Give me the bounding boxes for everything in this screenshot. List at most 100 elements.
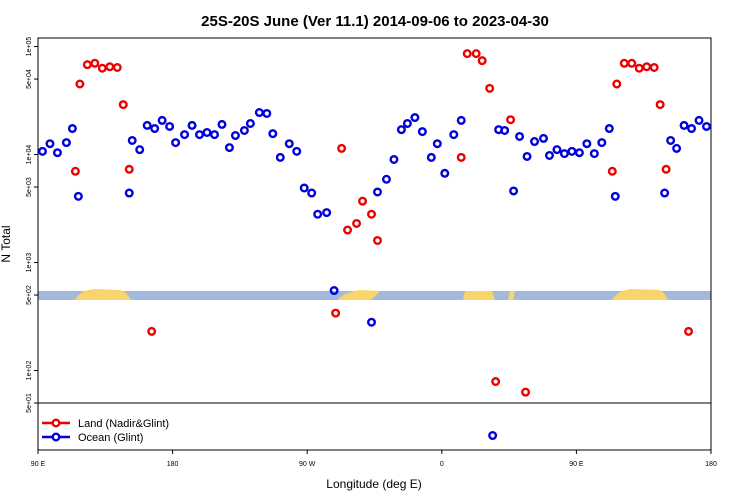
data-point — [389, 154, 399, 164]
data-point — [402, 118, 412, 128]
data-point — [684, 326, 694, 336]
data-point — [627, 58, 637, 68]
y-tick-label: 5e+04 — [26, 69, 33, 89]
data-point — [582, 139, 592, 149]
data-point — [396, 125, 406, 135]
data-point — [224, 143, 234, 153]
data-point — [105, 62, 115, 72]
y-tick-label: 1e+05 — [26, 37, 33, 57]
data-point — [477, 56, 487, 66]
data-point — [331, 308, 341, 318]
data-point — [202, 127, 212, 137]
y-tick-label: 1e+02 — [26, 361, 33, 381]
data-point — [118, 100, 128, 110]
data-point — [124, 188, 134, 198]
data-point — [471, 49, 481, 59]
data-point — [135, 145, 145, 155]
x-tick-label: 180 — [705, 461, 717, 468]
data-point — [417, 127, 427, 137]
data-point — [147, 326, 157, 336]
data-point — [559, 149, 569, 159]
data-point — [661, 164, 671, 174]
data-point — [552, 145, 562, 155]
data-point — [655, 100, 665, 110]
data-point — [124, 164, 134, 174]
x-tick-label: 180 — [167, 461, 179, 468]
data-point — [245, 118, 255, 128]
data-point — [67, 124, 77, 134]
data-point — [82, 60, 92, 70]
data-point — [612, 79, 622, 89]
data-point — [456, 152, 466, 162]
data-point — [426, 152, 436, 162]
data-point — [171, 138, 181, 148]
data-point — [521, 387, 531, 397]
data-point — [506, 115, 516, 125]
data-point — [322, 208, 332, 218]
data-point — [352, 218, 362, 228]
data-point — [491, 377, 501, 387]
data-point — [180, 130, 190, 140]
data-point — [150, 124, 160, 134]
data-point — [254, 108, 264, 118]
data-point — [485, 83, 495, 93]
data-point — [142, 120, 152, 130]
data-point — [604, 124, 614, 134]
data-point — [37, 146, 47, 156]
data-point — [165, 121, 175, 131]
y-tick-label: 1e+04 — [26, 145, 33, 165]
data-point — [75, 79, 85, 89]
data-point — [515, 131, 525, 141]
data-point — [666, 135, 676, 145]
y-tick-label: 5e+02 — [26, 285, 33, 305]
data-point — [343, 225, 353, 235]
legend-marker — [51, 432, 61, 442]
x-tick-label: 90 W — [299, 461, 316, 468]
y-tick-label: 5e+03 — [26, 177, 33, 197]
data-point — [449, 130, 459, 140]
legend-label: Ocean (Glint) — [78, 432, 143, 444]
data-point — [73, 191, 83, 201]
data-point — [509, 186, 519, 196]
data-point — [112, 62, 122, 72]
data-point — [610, 191, 620, 201]
data-point — [230, 131, 240, 141]
y-axis-label: N Total — [0, 225, 13, 262]
map-strip — [38, 289, 711, 300]
data-point — [567, 146, 577, 156]
data-point — [209, 130, 219, 140]
data-point — [634, 63, 644, 73]
data-point — [329, 286, 339, 296]
data-point — [574, 148, 584, 158]
data-point — [367, 317, 377, 327]
data-point — [372, 235, 382, 245]
data-point — [372, 187, 382, 197]
data-point — [530, 137, 540, 147]
data-point — [462, 49, 472, 59]
data-point — [694, 115, 704, 125]
data-point — [299, 183, 309, 193]
data-point — [410, 113, 420, 123]
data-point — [292, 146, 302, 156]
data-point — [381, 174, 391, 184]
data-point — [672, 143, 682, 153]
chart-title: 25S-20S June (Ver 11.1) 2014-09-06 to 20… — [201, 13, 549, 30]
x-tick-label: 0 — [440, 461, 444, 468]
data-point — [456, 115, 466, 125]
data-point — [268, 129, 278, 139]
data-point — [52, 148, 62, 158]
data-point — [61, 138, 71, 148]
data-point — [313, 209, 323, 219]
data-point — [597, 138, 607, 148]
data-point — [157, 115, 167, 125]
data-point — [97, 63, 107, 73]
data-point — [239, 125, 249, 135]
plot-frame — [37, 37, 712, 451]
data-point — [687, 124, 697, 134]
data-point — [127, 135, 137, 145]
data-point — [195, 130, 205, 140]
x-tick-label: 90 E — [31, 461, 46, 468]
data-point — [440, 168, 450, 178]
data-point — [649, 62, 659, 72]
